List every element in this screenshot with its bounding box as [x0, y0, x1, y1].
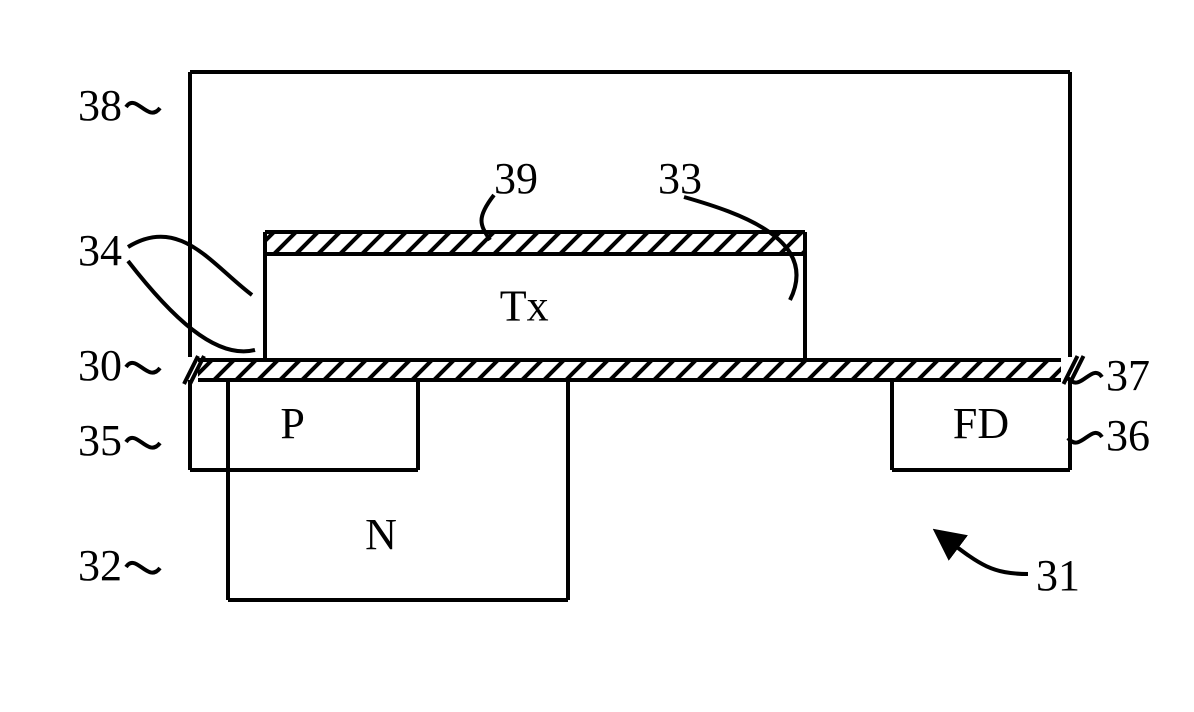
ref-36: 36 [1106, 411, 1150, 460]
label-fd: FD [953, 399, 1009, 448]
ref-35: 35 [78, 416, 122, 465]
ref-31: 31 [1036, 551, 1080, 600]
ref-33: 33 [658, 154, 702, 203]
ref-38: 38 [78, 81, 122, 130]
ref-37: 37 [1106, 351, 1150, 400]
cross-section-diagram: Tx N P FD 38 34 30 35 32 39 33 37 36 31 [0, 0, 1194, 712]
label-p: P [280, 399, 304, 448]
ref-39: 39 [494, 154, 538, 203]
ref-34: 34 [78, 226, 122, 275]
label-tx: Tx [500, 282, 549, 331]
ref-30: 30 [78, 341, 122, 390]
ref-32: 32 [78, 541, 122, 590]
label-n: N [365, 510, 397, 559]
